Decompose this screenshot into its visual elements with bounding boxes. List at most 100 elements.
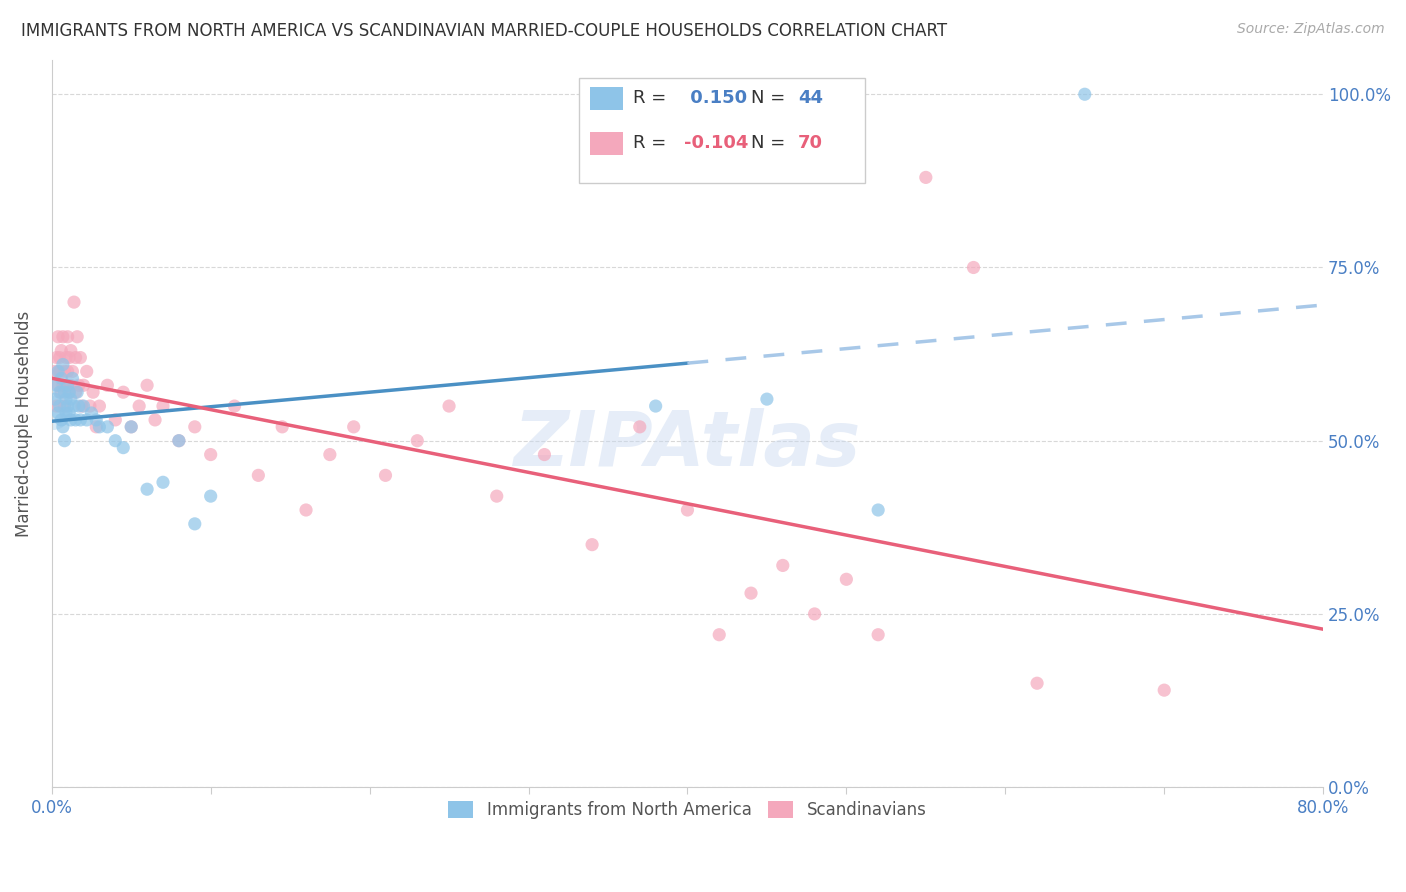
Point bbox=[96, 420, 118, 434]
Point bbox=[53, 385, 76, 400]
Point bbox=[868, 628, 890, 642]
Point bbox=[709, 628, 731, 642]
Point bbox=[44, 392, 66, 406]
Point bbox=[581, 538, 603, 552]
Point bbox=[42, 406, 65, 420]
Text: 70: 70 bbox=[799, 135, 823, 153]
Point bbox=[55, 351, 77, 365]
FancyBboxPatch shape bbox=[579, 78, 866, 183]
Point bbox=[533, 448, 555, 462]
Point bbox=[67, 399, 90, 413]
Point bbox=[46, 406, 69, 420]
Text: 44: 44 bbox=[799, 89, 823, 107]
Point bbox=[772, 558, 794, 573]
Point bbox=[59, 343, 82, 358]
Point bbox=[76, 413, 98, 427]
Point bbox=[46, 364, 69, 378]
Point bbox=[52, 420, 75, 434]
Point bbox=[67, 378, 90, 392]
Point bbox=[755, 392, 778, 406]
Point bbox=[184, 516, 207, 531]
Point bbox=[70, 399, 93, 413]
Point bbox=[740, 586, 762, 600]
Point bbox=[45, 351, 67, 365]
Point bbox=[143, 413, 166, 427]
Point bbox=[56, 399, 79, 413]
Point bbox=[224, 399, 246, 413]
Point bbox=[62, 371, 84, 385]
Point bbox=[55, 378, 77, 392]
Text: N =: N = bbox=[751, 135, 792, 153]
Point bbox=[835, 572, 858, 586]
Point bbox=[120, 420, 142, 434]
Point bbox=[84, 413, 107, 427]
Point bbox=[72, 378, 94, 392]
Point bbox=[59, 392, 82, 406]
Point bbox=[167, 434, 190, 448]
Point bbox=[82, 385, 104, 400]
Point bbox=[55, 406, 77, 420]
Point bbox=[51, 413, 73, 427]
Point bbox=[200, 489, 222, 503]
Text: -0.104: -0.104 bbox=[683, 135, 748, 153]
FancyBboxPatch shape bbox=[589, 87, 623, 110]
Point bbox=[485, 489, 508, 503]
Point bbox=[51, 343, 73, 358]
Point bbox=[136, 482, 159, 496]
Point bbox=[56, 378, 79, 392]
Point bbox=[136, 378, 159, 392]
Point bbox=[184, 420, 207, 434]
Point bbox=[59, 413, 82, 427]
Point bbox=[58, 406, 80, 420]
Point bbox=[65, 385, 87, 400]
Point bbox=[62, 364, 84, 378]
Point bbox=[868, 503, 890, 517]
Point bbox=[104, 434, 127, 448]
Point bbox=[48, 351, 70, 365]
Y-axis label: Married-couple Households: Married-couple Households bbox=[15, 310, 32, 536]
Point bbox=[45, 399, 67, 413]
Text: IMMIGRANTS FROM NORTH AMERICA VS SCANDINAVIAN MARRIED-COUPLE HOUSEHOLDS CORRELAT: IMMIGRANTS FROM NORTH AMERICA VS SCANDIN… bbox=[21, 22, 948, 40]
Point bbox=[65, 413, 87, 427]
Point bbox=[53, 399, 76, 413]
Point bbox=[112, 441, 135, 455]
Point bbox=[914, 170, 936, 185]
Point bbox=[271, 420, 294, 434]
Point bbox=[58, 351, 80, 365]
Point bbox=[104, 413, 127, 427]
Point bbox=[69, 351, 91, 365]
Point bbox=[56, 330, 79, 344]
Point bbox=[406, 434, 429, 448]
Point bbox=[53, 434, 76, 448]
Point bbox=[167, 434, 190, 448]
Point bbox=[66, 385, 89, 400]
Point bbox=[76, 364, 98, 378]
Point bbox=[53, 364, 76, 378]
Point bbox=[80, 406, 103, 420]
Point bbox=[343, 420, 366, 434]
Point bbox=[46, 378, 69, 392]
Point bbox=[51, 371, 73, 385]
Text: 0.150: 0.150 bbox=[683, 89, 747, 107]
Text: R =: R = bbox=[633, 135, 672, 153]
Text: N =: N = bbox=[751, 89, 792, 107]
Point bbox=[644, 399, 666, 413]
Point bbox=[120, 420, 142, 434]
Point bbox=[72, 399, 94, 413]
Point bbox=[44, 364, 66, 378]
Point bbox=[128, 399, 150, 413]
Point bbox=[63, 399, 86, 413]
Point bbox=[52, 330, 75, 344]
Text: R =: R = bbox=[633, 89, 672, 107]
Point bbox=[63, 295, 86, 310]
Point bbox=[628, 420, 651, 434]
Point bbox=[84, 420, 107, 434]
Point bbox=[200, 448, 222, 462]
Legend: Immigrants from North America, Scandinavians: Immigrants from North America, Scandinav… bbox=[441, 795, 934, 826]
Point bbox=[152, 475, 174, 490]
Point bbox=[676, 503, 699, 517]
Point bbox=[112, 385, 135, 400]
Text: ZIPAtlas: ZIPAtlas bbox=[513, 409, 860, 483]
Point bbox=[58, 385, 80, 400]
Point bbox=[58, 385, 80, 400]
